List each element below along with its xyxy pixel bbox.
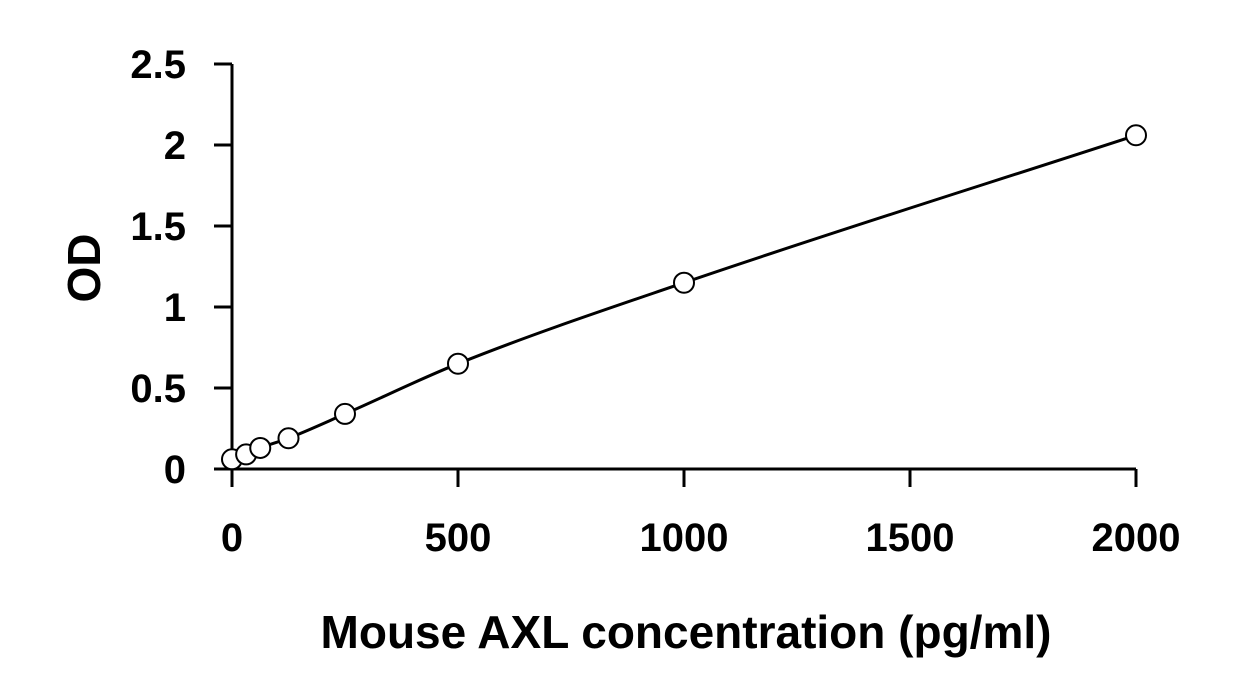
data-point — [1125, 124, 1147, 147]
y-tick-label: 2.5 — [130, 43, 186, 87]
y-axis-title: OD — [58, 234, 110, 303]
data-point — [334, 402, 356, 425]
x-tick-label: 1500 — [866, 516, 955, 560]
axes — [230, 64, 1136, 471]
y-ticks: 0 0.5 1 1.5 2 2.5 — [130, 43, 232, 492]
x-ticks: 0 500 1000 1500 2000 — [221, 469, 1181, 560]
y-tick-label: 0 — [164, 448, 186, 492]
y-tick-label: 1.5 — [130, 205, 186, 249]
data-point — [673, 271, 695, 294]
data-point — [249, 436, 272, 459]
x-tick-label: 1000 — [640, 516, 729, 560]
x-tick-label: 2000 — [1092, 516, 1181, 560]
data-point — [447, 352, 469, 375]
x-axis-title: Mouse AXL concentration (pg/ml) — [321, 606, 1052, 658]
x-tick-label: 500 — [425, 516, 492, 560]
y-tick-label: 1 — [164, 286, 186, 330]
y-tick-label: 0.5 — [130, 367, 186, 411]
y-tick-label: 2 — [164, 124, 186, 168]
data-point — [277, 427, 300, 450]
x-tick-label: 0 — [221, 516, 243, 560]
fit-curve — [231, 133, 1137, 461]
data-points — [221, 124, 1147, 471]
